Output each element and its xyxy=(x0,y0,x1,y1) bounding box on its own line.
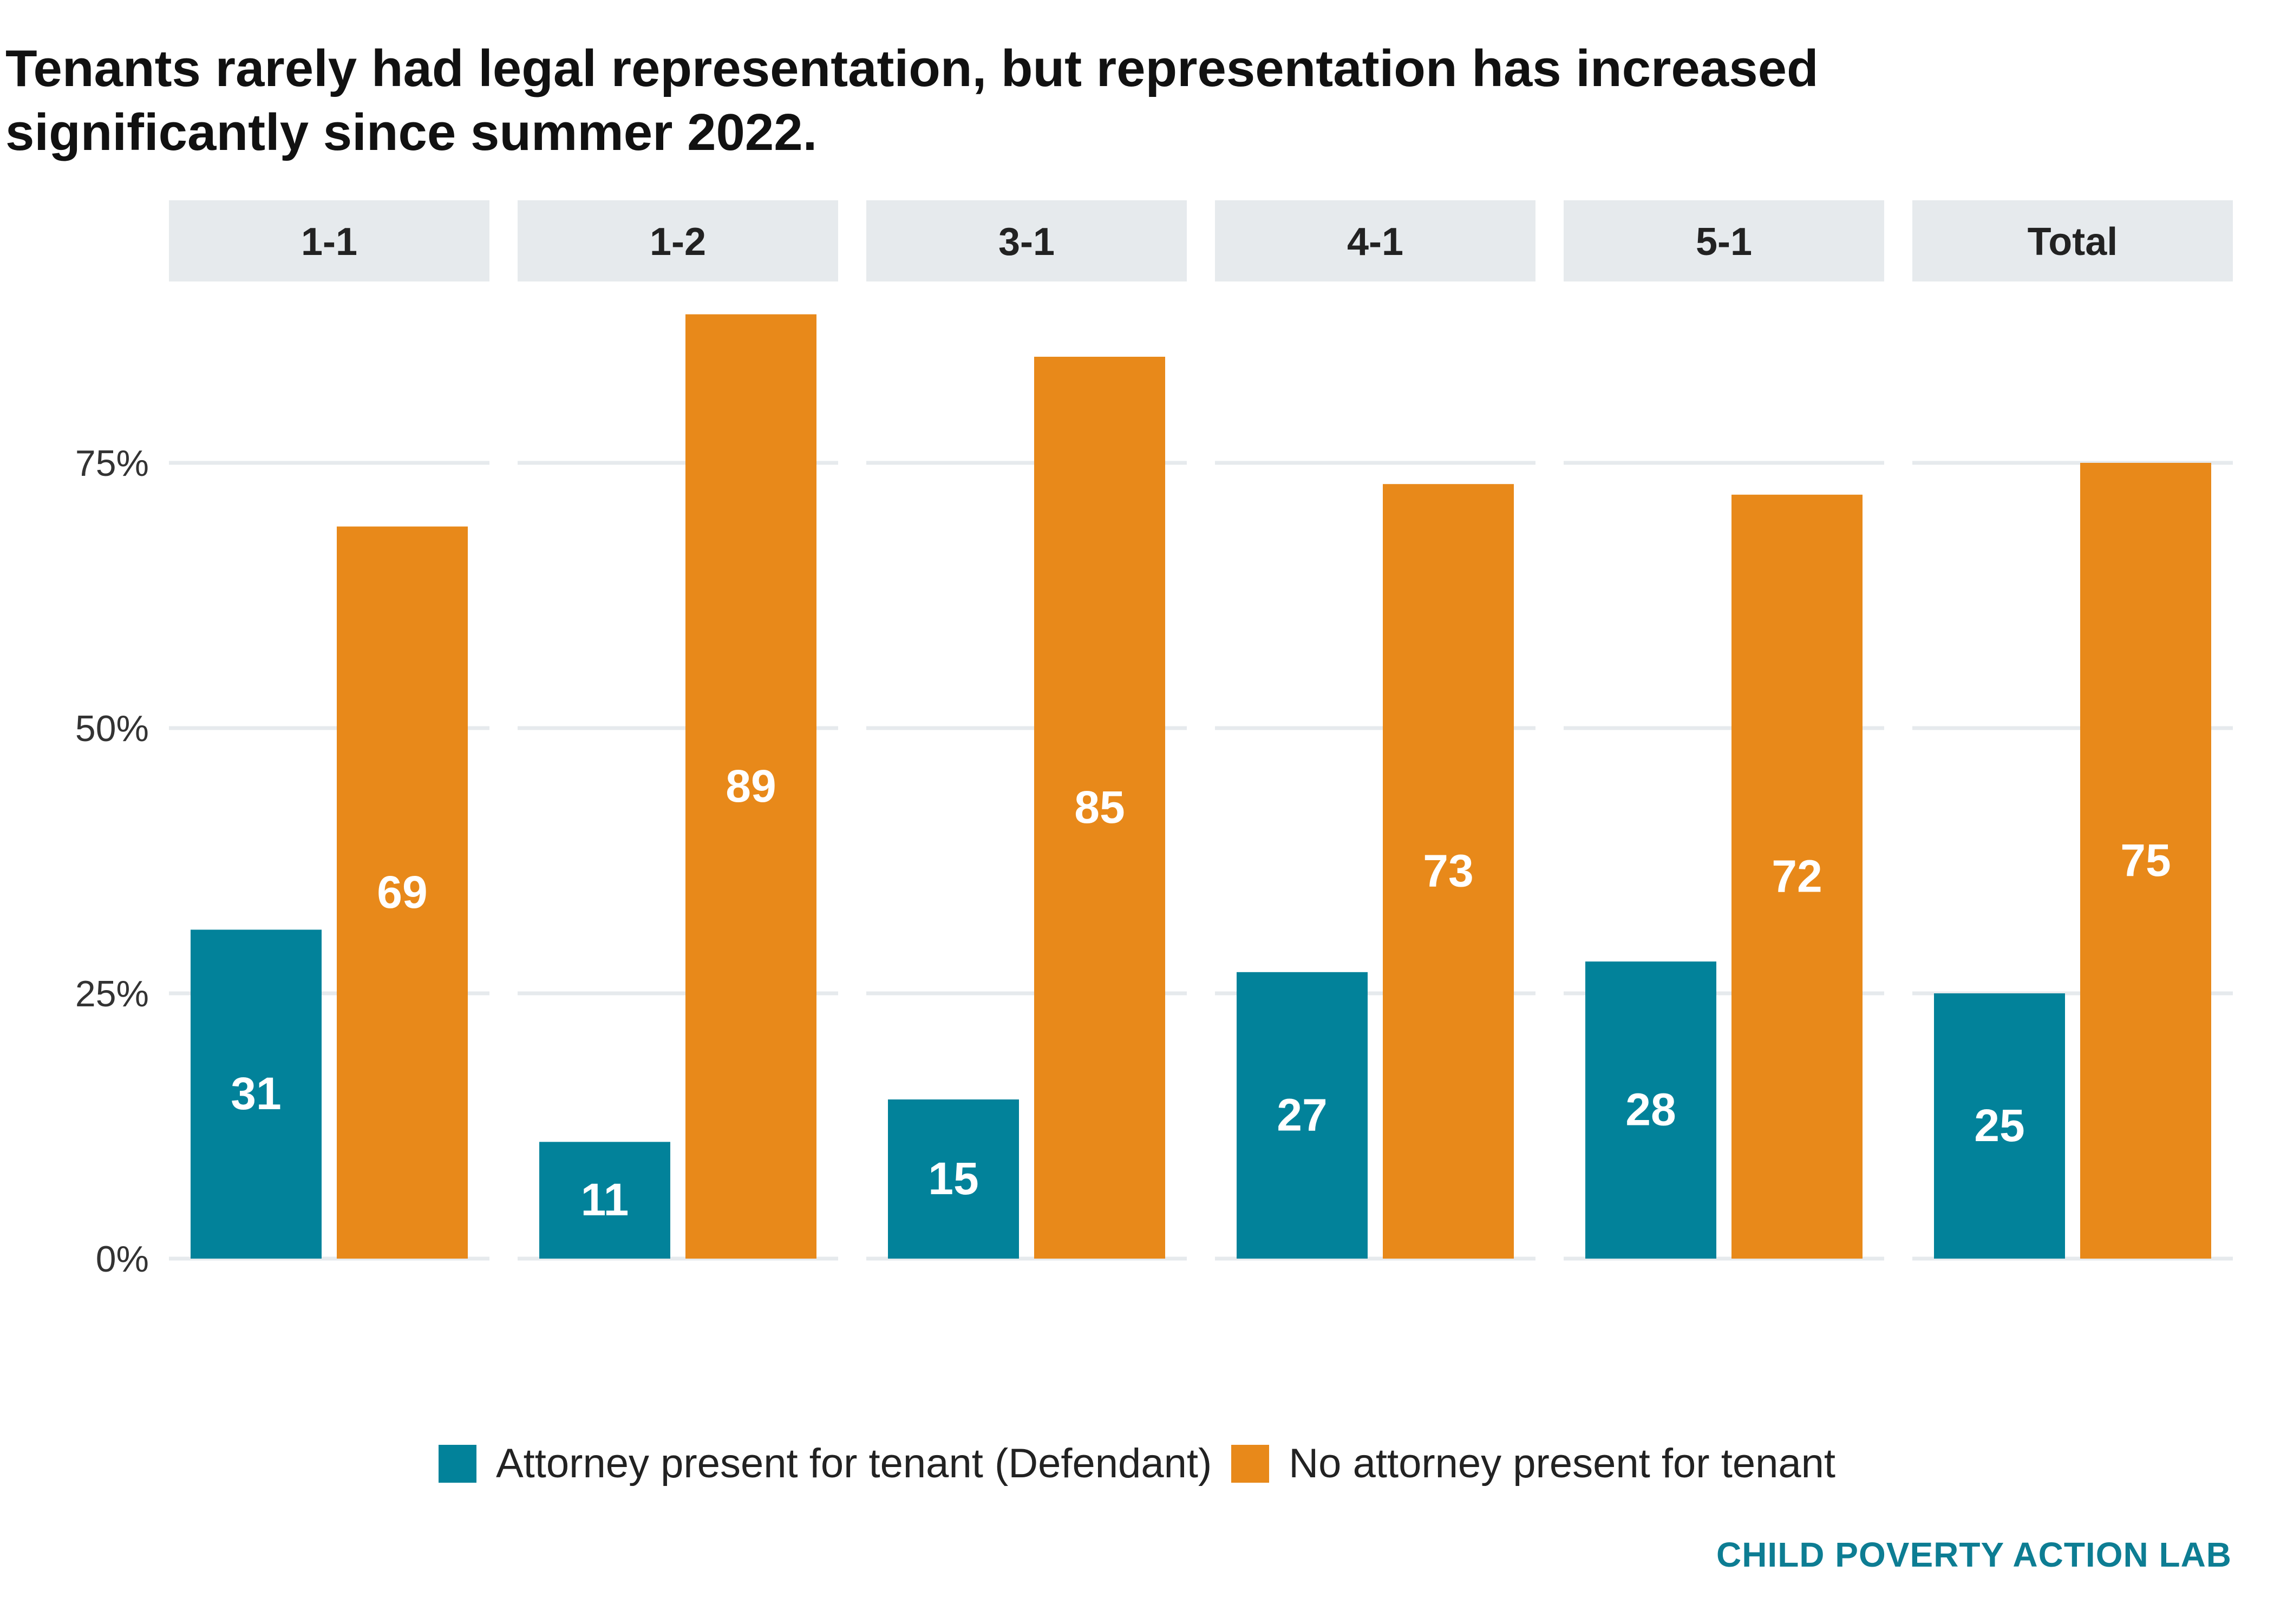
facet-label: 5-1 xyxy=(1696,220,1752,264)
bar-attorney xyxy=(191,929,322,1259)
legend-label-no-attorney: No attorney present for tenant xyxy=(1289,1440,1836,1487)
facet-strip xyxy=(866,200,1187,281)
facet-strip xyxy=(1215,200,1535,281)
legend-swatch-no-attorney xyxy=(1231,1444,1270,1483)
data-label: 72 xyxy=(1772,850,1822,901)
legend-item-no-attorney: No attorney present for tenant xyxy=(1231,1440,1835,1487)
data-label: 15 xyxy=(928,1153,978,1204)
facet-strip xyxy=(1564,200,1884,281)
data-label: 89 xyxy=(726,761,776,811)
chart-title: Tenants rarely had legal representation,… xyxy=(5,37,2117,165)
data-label: 73 xyxy=(1423,846,1473,896)
data-label: 28 xyxy=(1625,1084,1676,1135)
data-label: 75 xyxy=(2120,835,2171,886)
chart-title-line1: Tenants rarely had legal representation,… xyxy=(5,40,1819,97)
facet-label: Total xyxy=(2028,220,2118,264)
legend: Attorney present for tenant (Defendant) … xyxy=(0,1440,2274,1487)
facet-label: 1-1 xyxy=(301,220,357,264)
bar-no-attorney xyxy=(1034,357,1165,1259)
legend-item-attorney: Attorney present for tenant (Defendant) xyxy=(438,1440,1212,1487)
facet-strip xyxy=(518,200,838,281)
y-tick-label: 25% xyxy=(75,973,149,1014)
y-tick-label: 75% xyxy=(75,443,149,484)
bar-attorney xyxy=(888,1099,1019,1259)
bar-attorney xyxy=(1237,972,1368,1259)
bar-no-attorney xyxy=(1383,484,1514,1259)
facet-label: 3-1 xyxy=(998,220,1055,264)
facet-label: 4-1 xyxy=(1347,220,1403,264)
legend-swatch-attorney xyxy=(438,1444,476,1483)
data-label: 25 xyxy=(1974,1100,2024,1151)
data-label: 69 xyxy=(377,867,427,918)
bar-no-attorney xyxy=(337,526,468,1259)
data-label: 11 xyxy=(581,1174,629,1225)
data-label: 31 xyxy=(231,1068,281,1119)
y-tick-label: 50% xyxy=(75,708,149,749)
data-label: 85 xyxy=(1074,782,1125,833)
bar-no-attorney xyxy=(1731,494,1863,1259)
bar-no-attorney xyxy=(685,314,816,1259)
facet-label: 1-2 xyxy=(650,220,706,264)
source-credit: CHILD POVERTY ACTION LAB xyxy=(1716,1535,2232,1574)
bar-attorney xyxy=(1934,993,2065,1259)
data-label: 27 xyxy=(1277,1089,1327,1140)
bar-no-attorney xyxy=(2080,463,2211,1259)
facet-strip xyxy=(1912,200,2233,281)
y-tick-label: 0% xyxy=(96,1239,149,1280)
bar-attorney xyxy=(1585,961,1716,1259)
facet-strip xyxy=(169,200,489,281)
bar-attorney xyxy=(539,1142,670,1259)
chart-title-line2: significantly since summer 2022. xyxy=(5,103,818,161)
legend-label-attorney: Attorney present for tenant (Defendant) xyxy=(495,1440,1212,1487)
faceted-bar-chart: 0% 25% 50% 75% 1-1 31 69 1-2 11 89 3-1 15 85 4-1 27 73 5… xyxy=(75,200,2233,1280)
